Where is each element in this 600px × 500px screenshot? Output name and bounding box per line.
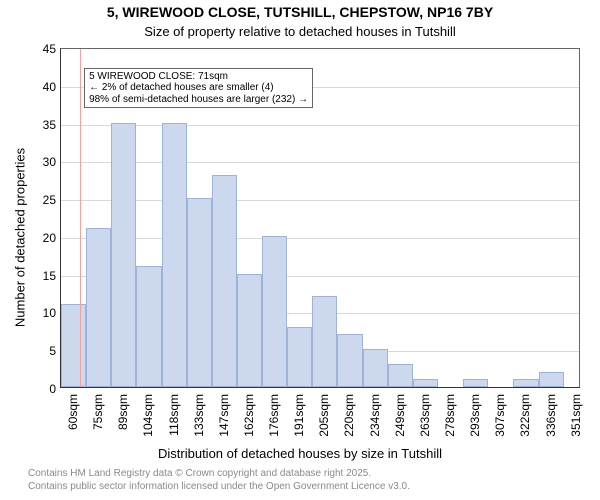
x-tick-label: 118sqm <box>167 394 181 454</box>
histogram-bar <box>463 379 488 387</box>
y-tick-label: 20 <box>22 231 56 245</box>
x-tick-label: 162sqm <box>242 394 256 454</box>
footer-attribution: Contains HM Land Registry data © Crown c… <box>0 468 600 493</box>
y-tick-label: 40 <box>22 80 56 94</box>
x-tick-label: 104sqm <box>141 394 155 454</box>
x-tick-label: 75sqm <box>91 394 105 454</box>
x-tick-label: 293sqm <box>468 394 482 454</box>
x-tick-label: 60sqm <box>66 394 80 454</box>
histogram-bar <box>136 266 161 387</box>
histogram-bar <box>513 379 538 387</box>
histogram-bar <box>388 364 413 387</box>
histogram-bar <box>337 334 362 387</box>
y-tick-label: 0 <box>22 382 56 396</box>
histogram-bar <box>262 236 287 387</box>
gridline <box>61 125 579 126</box>
y-tick-label: 5 <box>22 344 56 358</box>
histogram-bar <box>539 372 564 387</box>
x-tick-label: 336sqm <box>544 394 558 454</box>
y-tick-label: 10 <box>22 306 56 320</box>
y-tick-label: 15 <box>22 269 56 283</box>
x-tick-label: 220sqm <box>342 394 356 454</box>
histogram-bar <box>312 296 337 387</box>
x-tick-label: 234sqm <box>368 394 382 454</box>
x-tick-label: 307sqm <box>493 394 507 454</box>
reference-line <box>80 49 81 387</box>
histogram-bar <box>287 327 312 387</box>
x-tick-label: 322sqm <box>518 394 532 454</box>
chart-subtitle: Size of property relative to detached ho… <box>0 24 600 39</box>
y-tick-label: 35 <box>22 118 56 132</box>
histogram-bar <box>61 304 86 387</box>
footer-line: Contains public sector information licen… <box>28 481 600 494</box>
histogram-bar <box>237 274 262 387</box>
y-tick-label: 45 <box>22 42 56 56</box>
annotation-line: ← 2% of detached houses are smaller (4) <box>89 82 308 94</box>
footer-line: Contains HM Land Registry data © Crown c… <box>28 468 600 481</box>
x-tick-label: 263sqm <box>418 394 432 454</box>
x-tick-label: 278sqm <box>443 394 457 454</box>
x-tick-label: 249sqm <box>393 394 407 454</box>
histogram-bar <box>86 228 111 387</box>
y-tick-label: 25 <box>22 193 56 207</box>
x-tick-label: 205sqm <box>317 394 331 454</box>
gridline <box>61 200 579 201</box>
chart-title: 5, WIREWOOD CLOSE, TUTSHILL, CHEPSTOW, N… <box>0 4 600 20</box>
histogram-bar <box>363 349 388 387</box>
x-tick-label: 147sqm <box>217 394 231 454</box>
x-tick-label: 176sqm <box>267 394 281 454</box>
x-tick-label: 89sqm <box>116 394 130 454</box>
gridline <box>61 162 579 163</box>
histogram-bar <box>162 123 187 387</box>
x-tick-label: 351sqm <box>569 394 583 454</box>
histogram-bar <box>187 198 212 387</box>
histogram-bar <box>212 175 237 387</box>
x-tick-label: 191sqm <box>292 394 306 454</box>
histogram-bar <box>111 123 136 387</box>
x-tick-label: 133sqm <box>192 394 206 454</box>
histogram-bar <box>413 379 438 387</box>
annotation-box: 5 WIREWOOD CLOSE: 71sqm← 2% of detached … <box>84 68 313 109</box>
annotation-line: 5 WIREWOOD CLOSE: 71sqm <box>89 71 308 83</box>
y-tick-label: 30 <box>22 155 56 169</box>
gridline <box>61 238 579 239</box>
plot-area: 5 WIREWOOD CLOSE: 71sqm← 2% of detached … <box>60 48 580 388</box>
annotation-line: 98% of semi-detached houses are larger (… <box>89 94 308 106</box>
